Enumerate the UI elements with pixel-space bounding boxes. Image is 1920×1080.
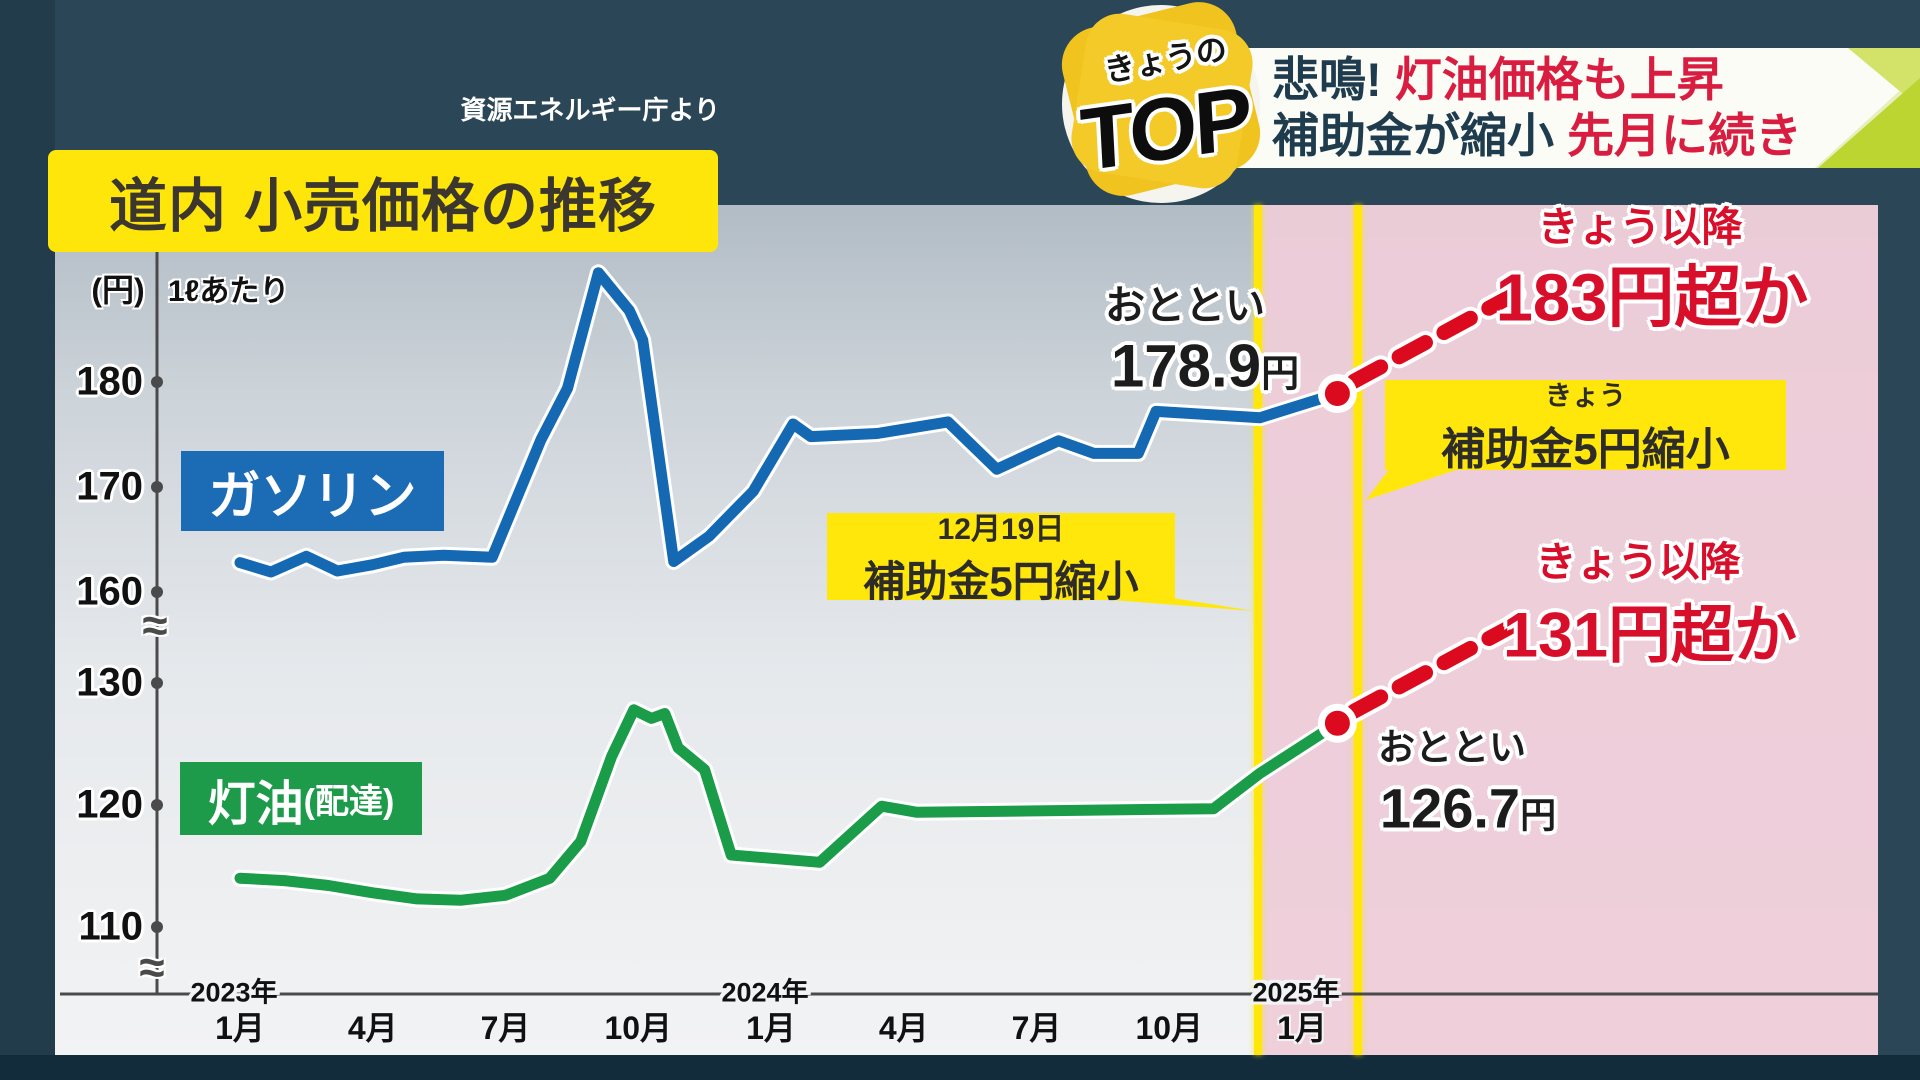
kerosene-forecast-dash	[1436, 640, 1478, 671]
y-tick-dot	[151, 376, 163, 388]
y-tick-label-110: 110	[78, 904, 143, 949]
x-month-label: 7月	[1011, 1010, 1062, 1046]
y-tick-dot	[151, 677, 163, 689]
y-axis-unit-label: (円)	[91, 272, 145, 308]
gasoline-latest-when: おととい	[1105, 284, 1265, 328]
kerosene-line	[234, 704, 1343, 906]
data-source-credit: 資源エネルギー庁より	[460, 95, 720, 125]
y-tick-label-130: 130	[76, 660, 143, 705]
x-year-label: 2024年	[721, 977, 809, 1008]
subsidy-callout-dec19-date: 12月19日	[937, 513, 1065, 546]
callout-tail	[1085, 598, 1254, 611]
bottom-background-strip	[0, 1055, 1920, 1080]
headline-line1-red: 灯油価格も上昇	[1394, 52, 1724, 106]
x-month-label: 1月	[1277, 1010, 1327, 1046]
chart-title: 道内 小売価格の推移	[108, 174, 658, 239]
headline-line1-navy: 悲鳴!	[1272, 52, 1395, 106]
gasoline-line	[234, 267, 1343, 578]
y-tick-dot	[151, 481, 163, 493]
kerosene-latest-value: 126.7円	[1380, 776, 1556, 841]
todays-top-badge: きょうの TOP	[1050, 0, 1280, 215]
event-line-dec19	[1254, 205, 1262, 1055]
y-tick-label-170: 170	[76, 464, 143, 509]
x-month-label: 1月	[215, 1010, 265, 1046]
subsidy-callout-dec19: 12月19日 補助金5円縮小	[827, 513, 1175, 605]
gasoline-forecast-dash	[1391, 335, 1433, 365]
x-month-label: 4月	[347, 1010, 398, 1046]
kerosene-latest-number: 126.7	[1379, 776, 1521, 840]
subsidy-callout-dec19-text: 補助金5円縮小	[863, 558, 1139, 605]
y-tick-dot	[151, 799, 163, 811]
headline-line2: 補助金が縮小 先月に続き	[1272, 109, 1892, 163]
x-month-label: 10月	[1135, 1010, 1204, 1046]
kerosene-latest-unit: 円	[1520, 794, 1557, 836]
headline-line1: 悲鳴! 灯油価格も上昇	[1272, 53, 1892, 107]
kerosene-series-subtext: (配達)	[303, 783, 395, 821]
kerosene-series-label: 灯油 (配達)	[180, 762, 422, 835]
headline-text: 悲鳴! 灯油価格も上昇 補助金が縮小 先月に続き	[1272, 48, 1892, 168]
gasoline-forecast-value: 183円超か	[1495, 260, 1809, 336]
x-year-label: 2023年	[190, 977, 278, 1008]
kerosene-forecast-when: きょう以降	[1535, 539, 1741, 585]
left-background-strip	[0, 0, 55, 1080]
axis-break-1: ≈	[142, 599, 168, 651]
gasoline-latest-value: 178.9円	[1111, 332, 1299, 401]
y-tick-label-160: 160	[76, 569, 143, 614]
y-tick-dot	[151, 586, 163, 598]
y-tick-dot	[151, 921, 163, 933]
y-tick-label-180: 180	[76, 359, 143, 404]
kerosene-forecast-dash	[1481, 616, 1523, 646]
gasoline-latest-number: 178.9	[1110, 332, 1262, 400]
kerosene-latest-dot	[1317, 703, 1357, 743]
gasoline-forecast-dash	[1436, 310, 1478, 341]
gasoline-forecast-dash	[1346, 359, 1389, 389]
axis-break-2: ≈	[139, 941, 165, 993]
kerosene-series-text: 灯油	[207, 777, 304, 831]
headline-line2-navy: 補助金が縮小	[1272, 109, 1568, 162]
headline-banner	[1235, 48, 1920, 168]
kerosene-forecast-dash	[1391, 665, 1434, 695]
chart-title-bar: 道内 小売価格の推移	[48, 150, 718, 252]
gasoline-series-label: ガソリン	[181, 451, 444, 531]
callout-tail	[1366, 468, 1462, 500]
gasoline-latest-unit: 円	[1261, 353, 1300, 396]
x-month-label: 1月	[746, 1010, 796, 1046]
gasoline-forecast-when: きょう以降	[1537, 204, 1743, 250]
gasoline-forecast-dash	[1481, 286, 1523, 316]
kerosene-latest-when: おととい	[1378, 727, 1526, 768]
subsidy-callout-today-text: 補助金5円縮小	[1441, 424, 1730, 474]
gasoline-latest-dot	[1317, 374, 1357, 414]
subsidy-callout-today: きょう 補助金5円縮小	[1385, 380, 1786, 474]
per-liter-label: 1ℓあたり	[168, 275, 290, 308]
headline-line2-red: 先月に続き	[1567, 109, 1803, 162]
x-year-label: 2025年	[1252, 977, 1340, 1008]
subsidy-callout-today-date: きょう	[1545, 380, 1626, 411]
kerosene-forecast-value: 131円超か	[1502, 600, 1798, 671]
y-tick-label-120: 120	[76, 782, 143, 827]
x-month-label: 7月	[480, 1010, 531, 1046]
event-line-today	[1354, 205, 1362, 1055]
x-month-label: 4月	[878, 1010, 929, 1046]
kerosene-forecast-dash	[1346, 689, 1389, 719]
gasoline-series-text: ガソリン	[208, 467, 417, 526]
x-month-label: 10月	[604, 1010, 673, 1046]
